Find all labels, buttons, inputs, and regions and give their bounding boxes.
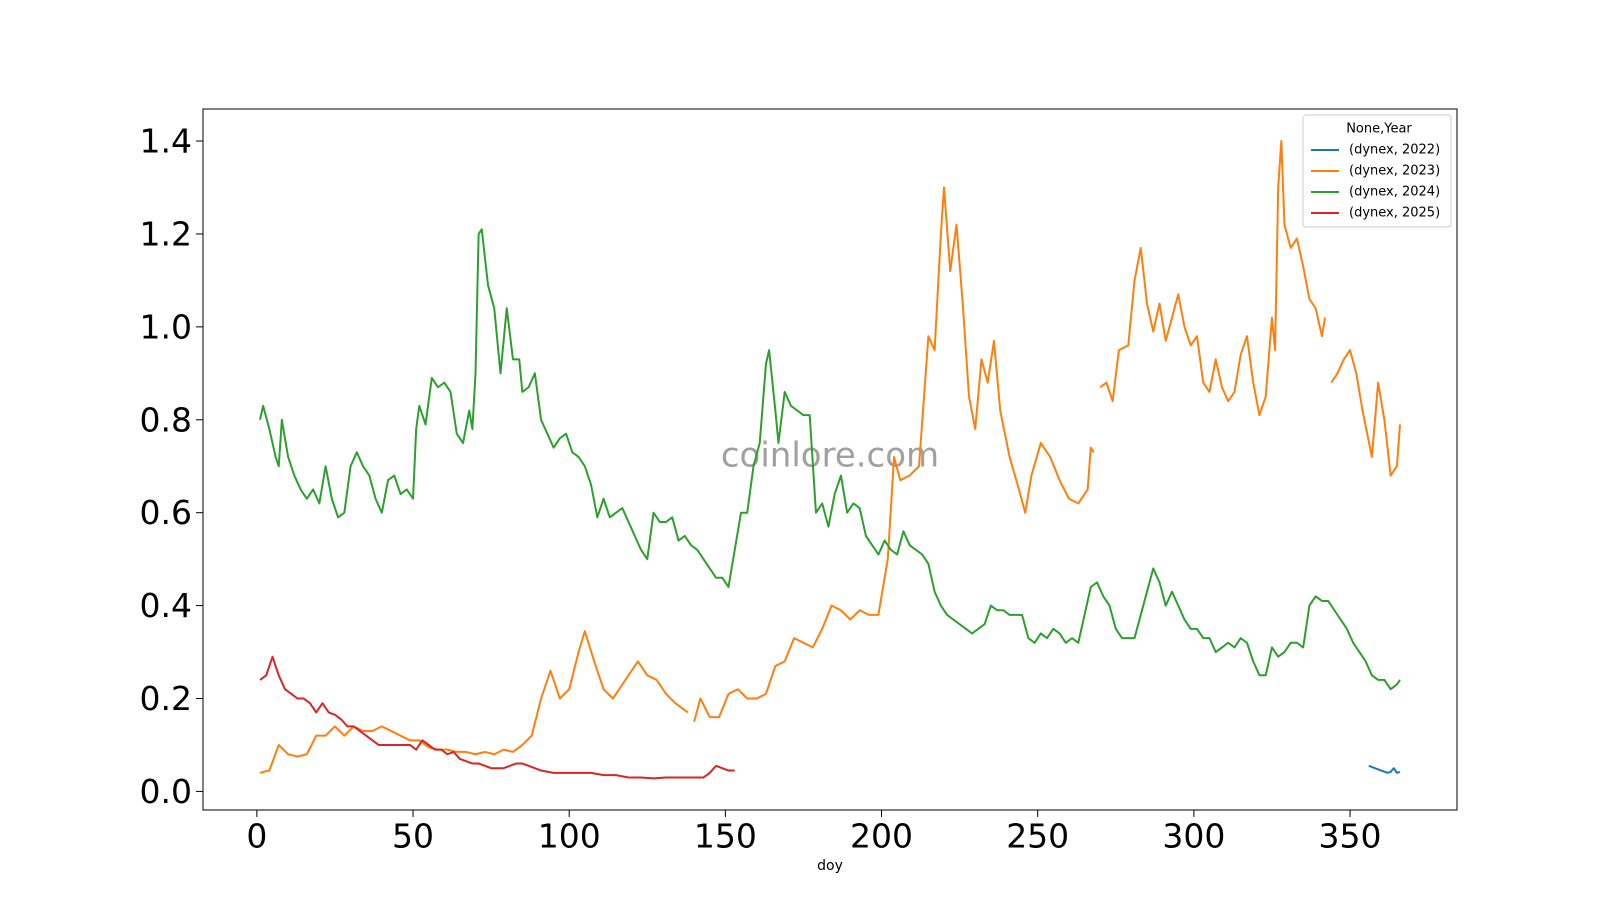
legend-box — [1302, 114, 1452, 228]
x-tick-label: 0 — [246, 817, 267, 856]
series-line — [1368, 764, 1401, 774]
series-line — [259, 140, 1401, 774]
y-tick-label: 1.4 — [140, 122, 192, 161]
x-tick-label: 100 — [538, 817, 601, 856]
x-tick-label: 300 — [1162, 817, 1225, 856]
plot-frame — [202, 108, 1458, 811]
series-line — [259, 655, 735, 780]
legend-label: (dynex, 2025) — [1349, 206, 1440, 221]
x-tick-label: 150 — [694, 817, 757, 856]
x-tick-label: 50 — [392, 817, 434, 856]
legend-label: (dynex, 2022) — [1349, 143, 1440, 158]
series-line — [259, 228, 1401, 691]
y-tick-label: 0.8 — [140, 400, 192, 439]
x-axis-label: doy — [817, 858, 843, 874]
legend-title: None,Year — [1346, 122, 1412, 137]
x-tick-label: 250 — [1006, 817, 1069, 856]
y-tick-label: 0.2 — [140, 679, 192, 718]
y-tick-label: 1.2 — [140, 214, 192, 253]
legend-label: (dynex, 2023) — [1349, 164, 1440, 179]
y-tick-label: 0.6 — [140, 493, 192, 532]
y-tick-label: 0.0 — [140, 772, 192, 811]
x-tick-label: 200 — [850, 817, 913, 856]
legend-label: (dynex, 2024) — [1349, 185, 1440, 200]
y-tick-label: 0.4 — [140, 586, 192, 625]
legend: None,Year (dynex, 2022) (dynex, 2023) (dyne… — [1302, 114, 1452, 228]
x-tick-label: 350 — [1319, 817, 1382, 856]
y-tick-label: 1.0 — [140, 307, 192, 346]
